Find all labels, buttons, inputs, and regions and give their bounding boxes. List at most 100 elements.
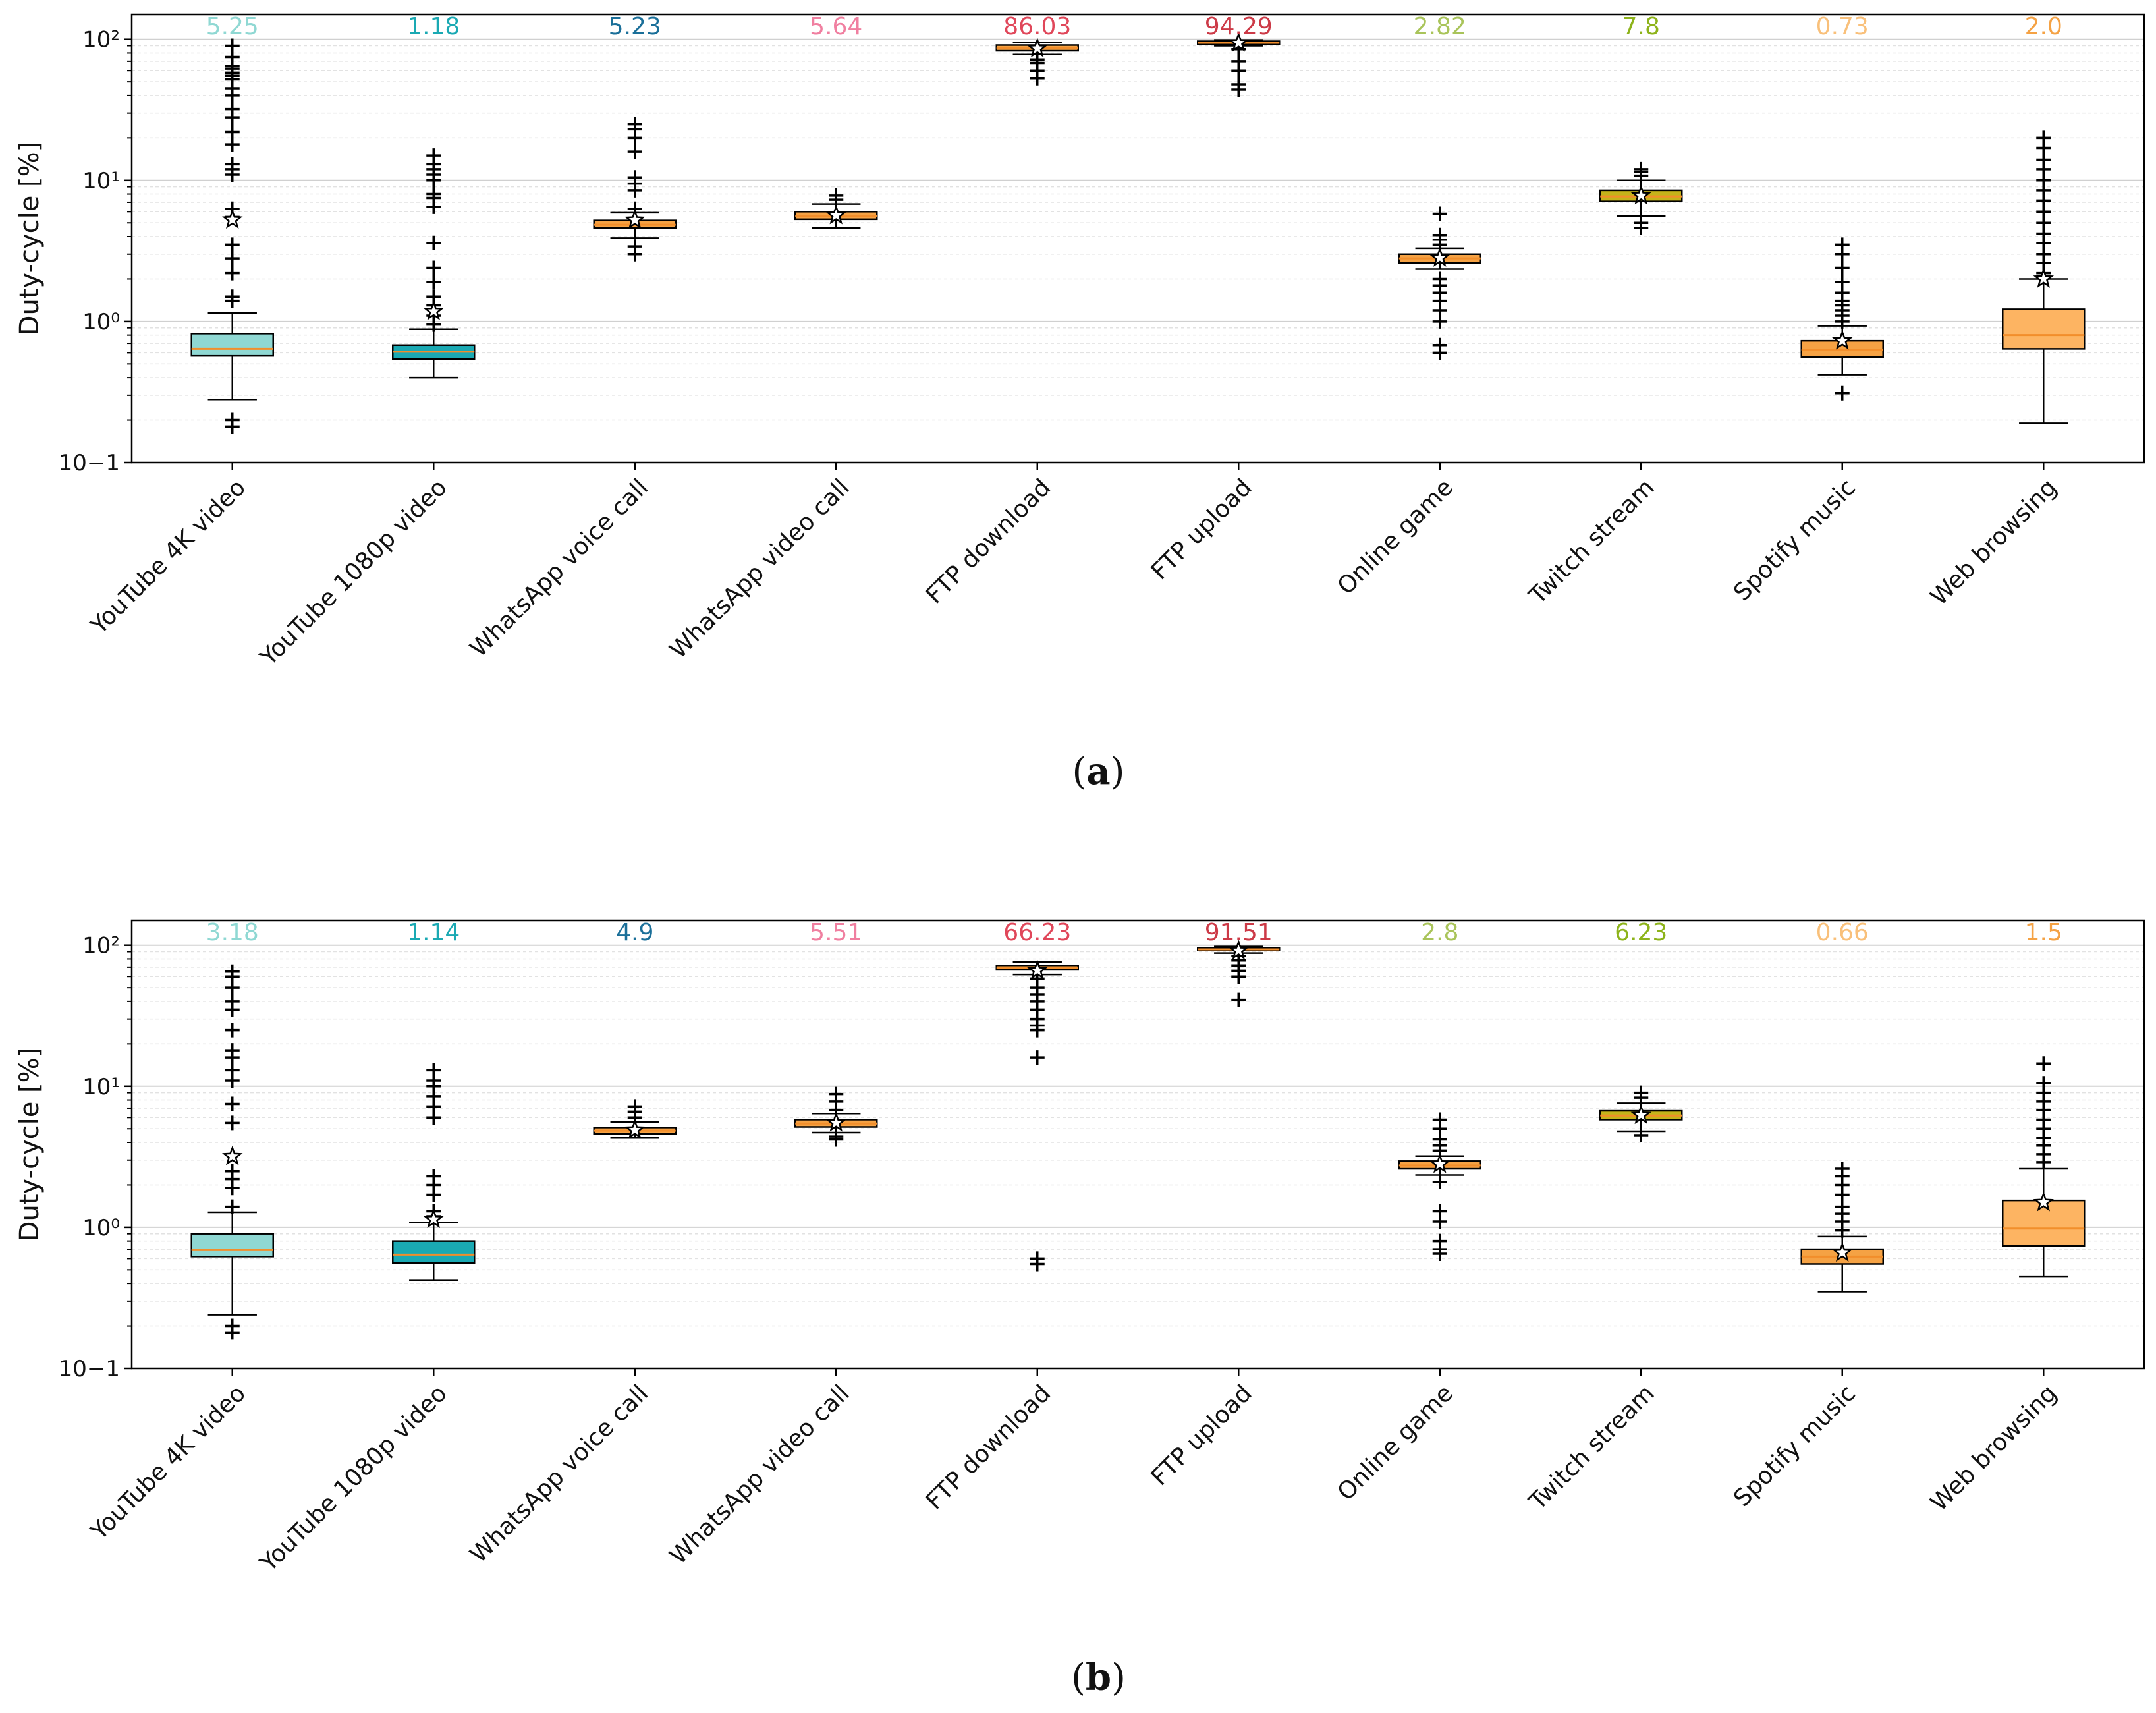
y-tick-label: 10¹ bbox=[82, 168, 120, 194]
mean-value-label: 1.5 bbox=[2025, 919, 2062, 946]
outlier-marker bbox=[1231, 969, 1246, 984]
mean-marker bbox=[2033, 267, 2054, 288]
box-group: 5.64 WhatsApp video call bbox=[665, 13, 878, 664]
iqr-box bbox=[190, 1233, 274, 1258]
mean-marker bbox=[423, 300, 444, 320]
category-label: Web browsing bbox=[1925, 1380, 2062, 1517]
category-label: YouTube 4K video bbox=[85, 1380, 251, 1546]
category-label: Spotify music bbox=[1728, 1380, 1861, 1512]
mean-value-label: 66.23 bbox=[1003, 919, 1071, 946]
outlier-marker bbox=[1634, 1128, 1649, 1143]
outlier-marker bbox=[829, 188, 844, 203]
box-group: 1.5 Web browsing bbox=[1925, 919, 2086, 1517]
box-group: 6.23 Twitch stream bbox=[1524, 919, 1683, 1516]
box-group: 0.73 Spotify music bbox=[1728, 13, 1884, 606]
outlier-marker bbox=[225, 1199, 240, 1214]
outlier-marker bbox=[225, 289, 240, 304]
category-label: YouTube 1080p video bbox=[255, 1380, 453, 1577]
outlier-marker bbox=[1432, 206, 1447, 221]
outlier-marker bbox=[225, 994, 240, 1009]
outlier-marker bbox=[1835, 237, 1850, 252]
category-label: WhatsApp video call bbox=[665, 474, 854, 663]
outlier-marker bbox=[225, 1063, 240, 1078]
outlier-marker bbox=[829, 1132, 844, 1147]
iqr-box bbox=[190, 333, 274, 357]
outlier-marker bbox=[2036, 1056, 2051, 1071]
mean-marker bbox=[1832, 329, 1853, 350]
y-tick-label: 10−1 bbox=[59, 450, 120, 476]
category-label: WhatsApp voice call bbox=[465, 474, 653, 662]
mean-value-label: 5.51 bbox=[810, 919, 862, 946]
box-group: 2.82 Online game bbox=[1333, 13, 1481, 600]
outlier-marker bbox=[426, 235, 441, 250]
mean-value-label: 7.8 bbox=[1622, 13, 1660, 40]
outlier-marker bbox=[829, 1086, 844, 1102]
outlier-marker bbox=[426, 148, 441, 163]
y-tick-label: 10¹ bbox=[82, 1074, 120, 1100]
caption-close-paren: ) bbox=[1111, 750, 1125, 793]
outlier-marker bbox=[1634, 1085, 1649, 1100]
mean-value-label: 91.51 bbox=[1205, 919, 1273, 946]
mean-value-label: 2.0 bbox=[2025, 13, 2062, 40]
outlier-marker bbox=[1030, 1023, 1045, 1038]
outlier-marker bbox=[1030, 70, 1045, 86]
category-label: WhatsApp voice call bbox=[465, 1380, 653, 1568]
y-axis-label: Duty-cycle [%] bbox=[14, 1048, 45, 1242]
iqr-box bbox=[2002, 308, 2086, 350]
mean-value-label: 2.8 bbox=[1421, 919, 1458, 946]
box-group: 2.0 Web browsing bbox=[1925, 13, 2086, 611]
outlier-marker bbox=[225, 101, 240, 117]
mean-value-label: 6.23 bbox=[1615, 919, 1667, 946]
y-tick-label: 10⁰ bbox=[82, 1215, 120, 1241]
category-label: FTP download bbox=[921, 474, 1056, 609]
mean-marker bbox=[1630, 1104, 1651, 1125]
category-label: YouTube 1080p video bbox=[255, 474, 453, 671]
outlier-marker bbox=[426, 1063, 441, 1078]
y-axis-label: Duty-cycle [%] bbox=[14, 142, 45, 336]
outlier-marker bbox=[225, 1023, 240, 1038]
outlier-marker bbox=[225, 137, 240, 152]
outlier-marker bbox=[426, 186, 441, 202]
category-label: FTP upload bbox=[1146, 1380, 1258, 1491]
mean-marker bbox=[624, 209, 646, 229]
mean-marker bbox=[2033, 1191, 2054, 1212]
outlier-marker bbox=[1835, 385, 1850, 401]
outlier-marker bbox=[627, 1099, 642, 1114]
outlier-marker bbox=[1432, 1214, 1447, 1229]
mean-value-label: 4.9 bbox=[616, 919, 653, 946]
outlier-marker bbox=[1432, 345, 1447, 360]
mean-marker bbox=[624, 1119, 646, 1139]
outlier-marker bbox=[1835, 260, 1850, 275]
caption-close-paren: ) bbox=[1111, 1656, 1126, 1699]
outlier-marker bbox=[225, 1115, 240, 1131]
outlier-marker bbox=[1634, 161, 1649, 177]
mean-value-label: 0.66 bbox=[1816, 919, 1869, 946]
category-label: FTP download bbox=[921, 1380, 1056, 1515]
box-group: 66.23 FTP download bbox=[921, 919, 1079, 1515]
category-label: WhatsApp video call bbox=[665, 1380, 854, 1569]
caption-open-paren: ( bbox=[1071, 1656, 1086, 1699]
category-label: Spotify music bbox=[1728, 474, 1861, 606]
box-group: 86.03 FTP download bbox=[921, 13, 1079, 609]
mean-marker bbox=[1429, 1153, 1451, 1173]
outlier-marker bbox=[627, 170, 642, 185]
y-tick-label: 10−1 bbox=[59, 1356, 120, 1382]
outlier-marker bbox=[225, 251, 240, 266]
outlier-marker bbox=[1030, 1256, 1045, 1272]
category-label: FTP upload bbox=[1146, 474, 1258, 585]
outlier-marker bbox=[426, 275, 441, 290]
mean-marker bbox=[1832, 1241, 1853, 1262]
outlier-marker bbox=[1231, 82, 1246, 98]
outlier-marker bbox=[627, 239, 642, 254]
outlier-marker bbox=[1432, 227, 1447, 242]
mean-value-label: 1.14 bbox=[407, 919, 460, 946]
panel-caption: (b) bbox=[1071, 1656, 1126, 1699]
caption-open-paren: ( bbox=[1072, 750, 1086, 793]
plot-frame bbox=[130, 13, 2145, 464]
box-group: 94.29 FTP upload bbox=[1146, 13, 1281, 585]
mean-marker bbox=[222, 1145, 243, 1165]
y-tick-label: 10² bbox=[82, 27, 120, 53]
outlier-marker bbox=[1231, 63, 1246, 78]
category-label: Web browsing bbox=[1925, 474, 2062, 611]
mean-value-label: 2.82 bbox=[1414, 13, 1466, 40]
